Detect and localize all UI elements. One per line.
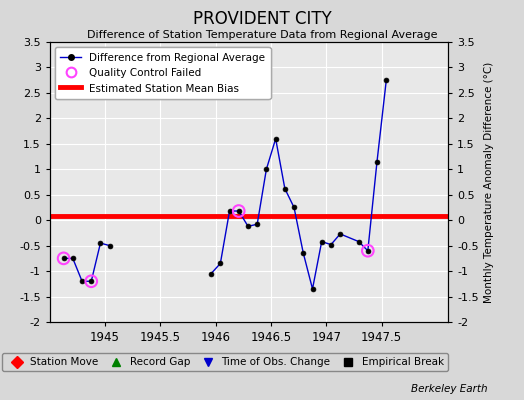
Point — [235, 208, 243, 214]
Point — [87, 278, 95, 284]
Legend: Station Move, Record Gap, Time of Obs. Change, Empirical Break: Station Move, Record Gap, Time of Obs. C… — [2, 353, 448, 371]
Text: Berkeley Earth: Berkeley Earth — [411, 384, 487, 394]
Y-axis label: Monthly Temperature Anomaly Difference (°C): Monthly Temperature Anomaly Difference (… — [484, 61, 494, 303]
Text: Difference of Station Temperature Data from Regional Average: Difference of Station Temperature Data f… — [87, 30, 437, 40]
Point — [364, 248, 372, 254]
Text: PROVIDENT CITY: PROVIDENT CITY — [193, 10, 331, 28]
Point — [59, 255, 68, 262]
